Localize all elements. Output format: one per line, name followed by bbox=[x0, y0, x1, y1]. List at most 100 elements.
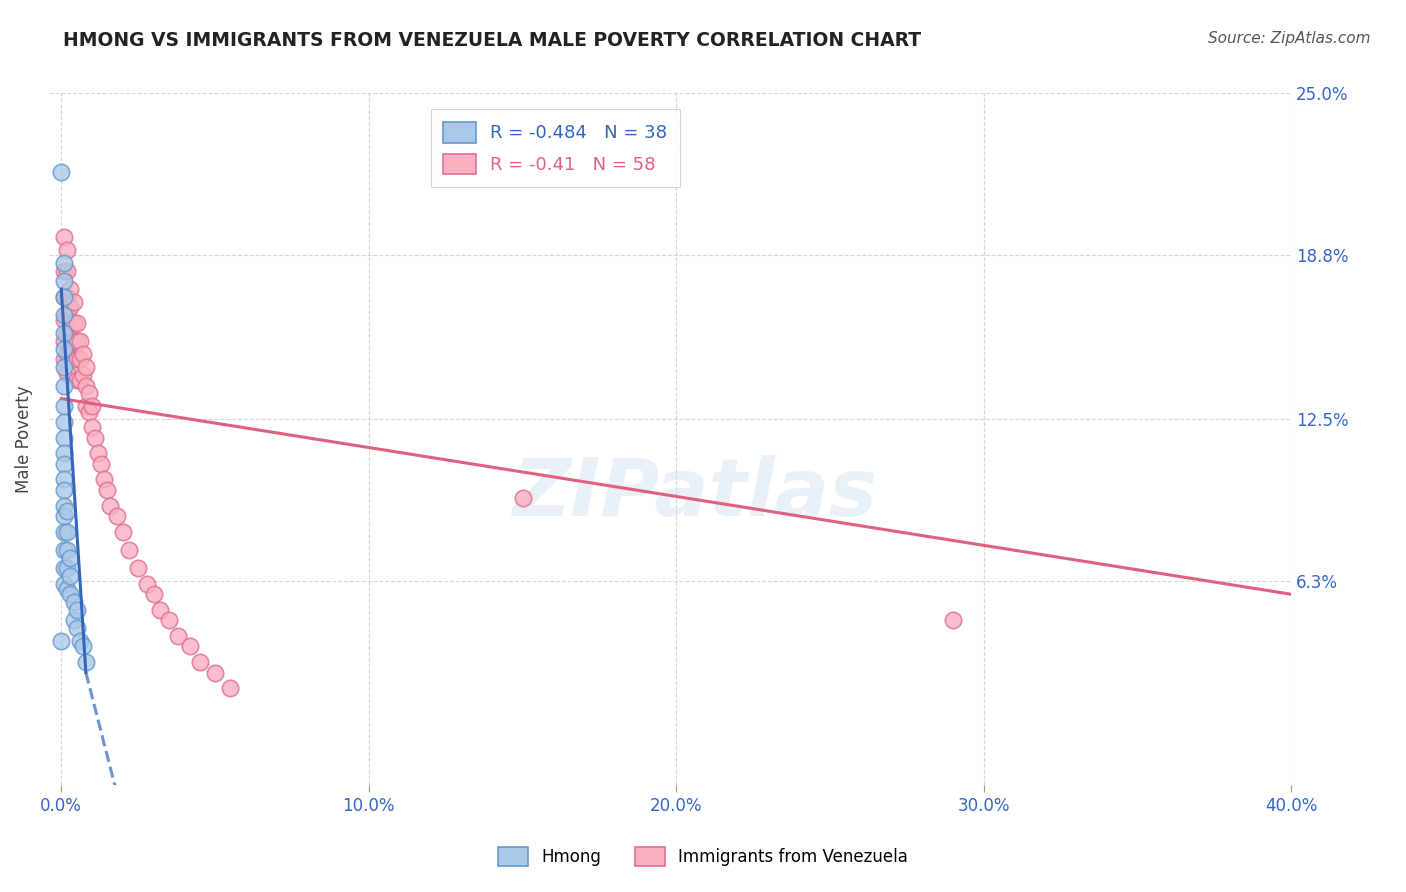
Point bbox=[53, 360, 76, 375]
Point bbox=[53, 483, 76, 497]
Point bbox=[942, 613, 965, 627]
Point bbox=[111, 524, 134, 539]
Point bbox=[56, 582, 79, 596]
Text: HMONG VS IMMIGRANTS FROM VENEZUELA MALE POVERTY CORRELATION CHART: HMONG VS IMMIGRANTS FROM VENEZUELA MALE … bbox=[63, 31, 921, 50]
Point bbox=[93, 473, 115, 487]
Point bbox=[62, 595, 84, 609]
Point bbox=[62, 295, 84, 310]
Point bbox=[69, 634, 91, 648]
Point bbox=[59, 282, 82, 296]
Point bbox=[66, 316, 89, 330]
Point bbox=[51, 164, 73, 178]
Point bbox=[53, 499, 76, 513]
Point bbox=[56, 366, 79, 380]
Point bbox=[56, 543, 79, 558]
Point bbox=[53, 415, 76, 429]
Point bbox=[56, 347, 79, 361]
Point bbox=[53, 290, 76, 304]
Point bbox=[62, 316, 84, 330]
Point bbox=[84, 431, 107, 445]
Point bbox=[69, 352, 91, 367]
Point bbox=[66, 334, 89, 349]
Point bbox=[90, 457, 112, 471]
Point bbox=[75, 400, 97, 414]
Point bbox=[56, 264, 79, 278]
Point bbox=[59, 321, 82, 335]
Point bbox=[56, 290, 79, 304]
Point bbox=[62, 334, 84, 349]
Point bbox=[142, 587, 165, 601]
Point bbox=[53, 290, 76, 304]
Point bbox=[149, 603, 172, 617]
Point bbox=[100, 499, 122, 513]
Point bbox=[53, 352, 76, 367]
Point bbox=[53, 230, 76, 244]
Point bbox=[53, 334, 76, 349]
Point bbox=[53, 431, 76, 445]
Y-axis label: Male Poverty: Male Poverty bbox=[15, 385, 32, 493]
Point bbox=[66, 603, 89, 617]
Point bbox=[219, 681, 242, 696]
Point bbox=[136, 577, 159, 591]
Legend: R = -0.484   N = 38, R = -0.41   N = 58: R = -0.484 N = 38, R = -0.41 N = 58 bbox=[430, 110, 681, 187]
Point bbox=[69, 334, 91, 349]
Point bbox=[53, 457, 76, 471]
Point bbox=[53, 509, 76, 524]
Point bbox=[53, 561, 76, 575]
Point bbox=[72, 347, 94, 361]
Point bbox=[53, 473, 76, 487]
Point bbox=[72, 640, 94, 654]
Point bbox=[66, 352, 89, 367]
Point bbox=[512, 491, 534, 505]
Point bbox=[66, 373, 89, 387]
Point bbox=[53, 524, 76, 539]
Point bbox=[56, 308, 79, 322]
Point bbox=[53, 378, 76, 392]
Point bbox=[53, 543, 76, 558]
Point bbox=[179, 640, 201, 654]
Point bbox=[56, 504, 79, 518]
Point bbox=[118, 543, 141, 558]
Point bbox=[77, 405, 100, 419]
Point bbox=[59, 342, 82, 356]
Point bbox=[53, 446, 76, 460]
Point bbox=[127, 561, 149, 575]
Point bbox=[204, 665, 226, 680]
Point bbox=[167, 629, 190, 643]
Point bbox=[157, 613, 180, 627]
Point bbox=[51, 634, 73, 648]
Point bbox=[59, 587, 82, 601]
Point bbox=[56, 524, 79, 539]
Point bbox=[188, 655, 211, 669]
Point bbox=[105, 509, 128, 524]
Point bbox=[56, 561, 79, 575]
Point bbox=[53, 256, 76, 270]
Point bbox=[87, 446, 110, 460]
Text: Source: ZipAtlas.com: Source: ZipAtlas.com bbox=[1208, 31, 1371, 46]
Point bbox=[75, 378, 97, 392]
Legend: Hmong, Immigrants from Venezuela: Hmong, Immigrants from Venezuela bbox=[492, 840, 914, 873]
Point bbox=[62, 613, 84, 627]
Point bbox=[59, 550, 82, 565]
Point bbox=[72, 368, 94, 383]
Point bbox=[59, 569, 82, 583]
Point bbox=[53, 274, 76, 288]
Point bbox=[56, 243, 79, 257]
Point bbox=[96, 483, 118, 497]
Point bbox=[80, 400, 103, 414]
Point bbox=[80, 420, 103, 434]
Point bbox=[66, 621, 89, 635]
Point bbox=[77, 386, 100, 401]
Point bbox=[53, 326, 76, 341]
Point bbox=[53, 400, 76, 414]
Point bbox=[62, 352, 84, 367]
Point bbox=[75, 360, 97, 375]
Text: ZIPatlas: ZIPatlas bbox=[513, 456, 877, 533]
Point bbox=[56, 326, 79, 341]
Point bbox=[53, 342, 76, 356]
Point bbox=[53, 308, 76, 322]
Point bbox=[69, 373, 91, 387]
Point bbox=[75, 655, 97, 669]
Point bbox=[59, 301, 82, 315]
Point bbox=[53, 577, 76, 591]
